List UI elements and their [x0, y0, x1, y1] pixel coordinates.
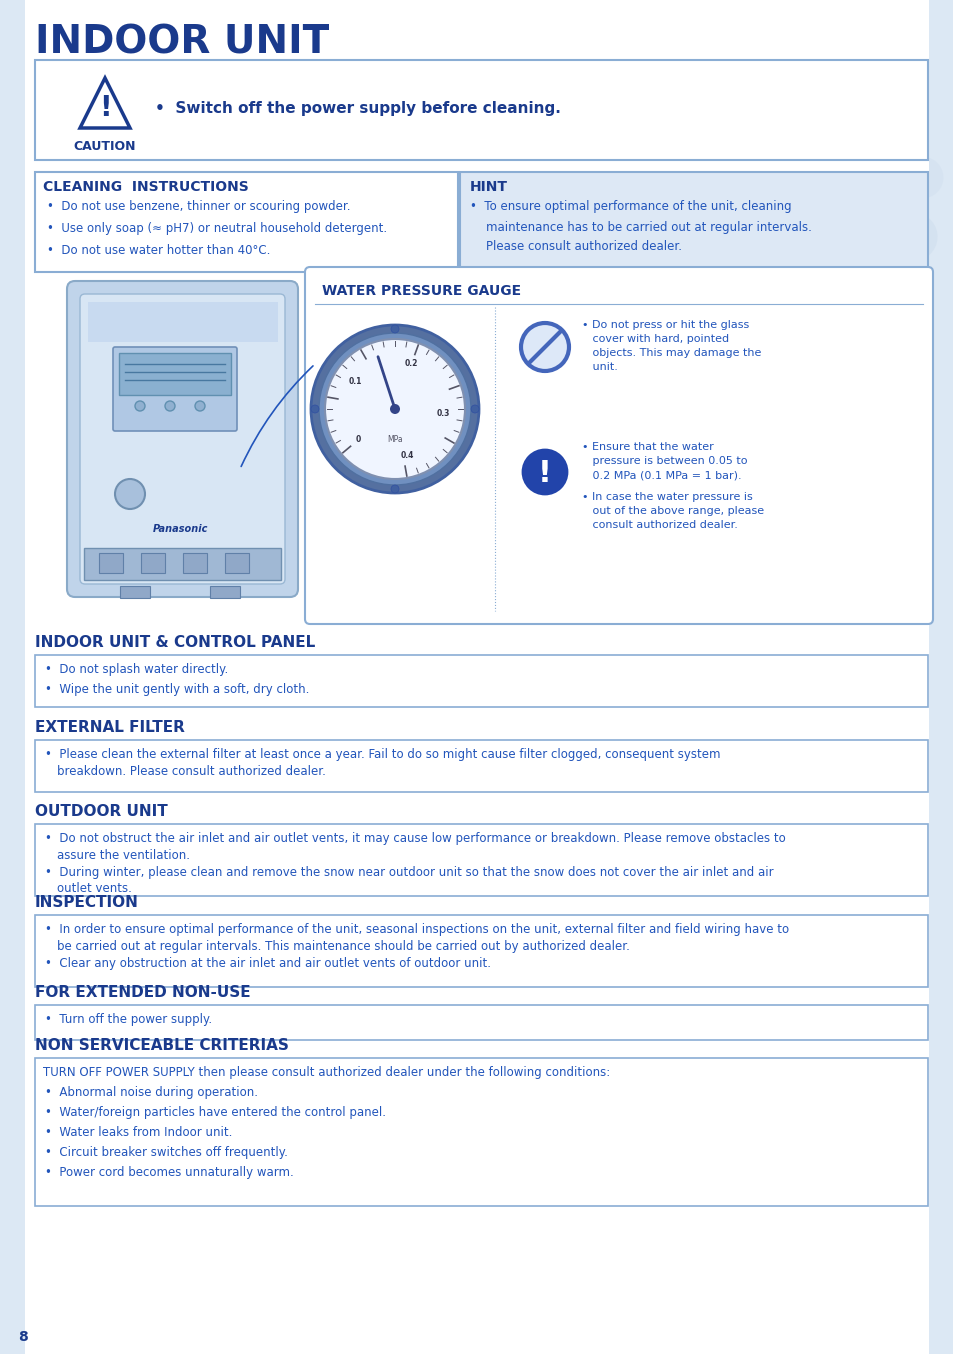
Text: •  Abnormal noise during operation.: • Abnormal noise during operation. — [45, 1086, 257, 1099]
Text: unit.: unit. — [581, 362, 618, 372]
Text: • Ensure that the water: • Ensure that the water — [581, 441, 713, 452]
Circle shape — [194, 401, 205, 412]
FancyBboxPatch shape — [67, 282, 297, 597]
Circle shape — [522, 450, 566, 494]
Text: •  In order to ensure optimal performance of the unit, seasonal inspections on t: • In order to ensure optimal performance… — [45, 923, 788, 936]
Text: •  During winter, please clean and remove the snow near outdoor unit so that the: • During winter, please clean and remove… — [45, 867, 773, 879]
Text: Please consult authorized dealer.: Please consult authorized dealer. — [485, 240, 681, 253]
Text: 0.2 MPa (0.1 MPa = 1 bar).: 0.2 MPa (0.1 MPa = 1 bar). — [581, 470, 740, 481]
Circle shape — [115, 479, 145, 509]
Text: WATER PRESSURE GAUGE: WATER PRESSURE GAUGE — [322, 284, 520, 298]
Text: •  Use only soap (≈ pH7) or neutral household detergent.: • Use only soap (≈ pH7) or neutral house… — [47, 222, 387, 236]
Text: NON SERVICEABLE CRITERIAS: NON SERVICEABLE CRITERIAS — [35, 1039, 289, 1053]
FancyBboxPatch shape — [141, 552, 165, 573]
Text: •  Water/foreign particles have entered the control panel.: • Water/foreign particles have entered t… — [45, 1106, 386, 1118]
Text: • In case the water pressure is: • In case the water pressure is — [581, 492, 752, 502]
Circle shape — [391, 325, 398, 333]
FancyBboxPatch shape — [88, 302, 277, 343]
Text: consult authorized dealer.: consult authorized dealer. — [581, 520, 737, 529]
FancyBboxPatch shape — [120, 586, 150, 598]
Text: •  Do not use water hotter than 40°C.: • Do not use water hotter than 40°C. — [47, 244, 270, 257]
Circle shape — [520, 324, 568, 371]
FancyBboxPatch shape — [35, 1057, 927, 1206]
Circle shape — [318, 333, 471, 485]
Text: !: ! — [537, 459, 552, 489]
Text: •  Wipe the unit gently with a soft, dry cloth.: • Wipe the unit gently with a soft, dry … — [45, 682, 309, 696]
Circle shape — [391, 485, 398, 493]
Text: breakdown. Please consult authorized dealer.: breakdown. Please consult authorized dea… — [57, 765, 326, 779]
Text: •  Do not splash water directly.: • Do not splash water directly. — [45, 663, 228, 676]
Text: CLEANING  INSTRUCTIONS: CLEANING INSTRUCTIONS — [43, 180, 249, 194]
Text: cover with hard, pointed: cover with hard, pointed — [581, 334, 728, 344]
FancyBboxPatch shape — [183, 552, 207, 573]
Text: CAUTION: CAUTION — [73, 139, 136, 153]
FancyBboxPatch shape — [35, 1005, 927, 1040]
Text: INDOOR UNIT: INDOOR UNIT — [35, 23, 329, 61]
FancyBboxPatch shape — [80, 294, 285, 584]
Circle shape — [165, 401, 174, 412]
Text: •  Clear any obstruction at the air inlet and air outlet vents of outdoor unit.: • Clear any obstruction at the air inlet… — [45, 957, 491, 969]
Text: •  Circuit breaker switches off frequently.: • Circuit breaker switches off frequentl… — [45, 1145, 288, 1159]
FancyBboxPatch shape — [210, 586, 240, 598]
Text: 0: 0 — [355, 436, 360, 444]
Text: OUTDOOR UNIT: OUTDOOR UNIT — [35, 804, 168, 819]
Circle shape — [325, 338, 464, 479]
FancyBboxPatch shape — [84, 548, 281, 580]
Text: Panasonic: Panasonic — [152, 524, 208, 533]
FancyBboxPatch shape — [225, 552, 249, 573]
FancyBboxPatch shape — [35, 825, 927, 896]
Circle shape — [311, 325, 478, 493]
Text: 0.4: 0.4 — [400, 451, 414, 460]
Text: •  Please clean the external filter at least once a year. Fail to do so might ca: • Please clean the external filter at le… — [45, 747, 720, 761]
Text: •  To ensure optimal performance of the unit, cleaning: • To ensure optimal performance of the u… — [470, 200, 791, 213]
Text: !: ! — [98, 93, 112, 122]
FancyBboxPatch shape — [112, 347, 236, 431]
Text: 8: 8 — [18, 1330, 28, 1345]
FancyBboxPatch shape — [305, 267, 932, 624]
FancyBboxPatch shape — [35, 60, 927, 160]
Text: HINT: HINT — [470, 180, 507, 194]
FancyBboxPatch shape — [25, 0, 928, 1354]
Text: TURN OFF POWER SUPPLY then please consult authorized dealer under the following : TURN OFF POWER SUPPLY then please consul… — [43, 1066, 610, 1079]
Text: objects. This may damage the: objects. This may damage the — [581, 348, 760, 357]
Text: out of the above range, please: out of the above range, please — [581, 506, 763, 516]
Text: •  Turn off the power supply.: • Turn off the power supply. — [45, 1013, 212, 1026]
Text: •  Power cord becomes unnaturally warm.: • Power cord becomes unnaturally warm. — [45, 1166, 294, 1179]
Polygon shape — [80, 79, 130, 129]
Text: • Do not press or hit the glass: • Do not press or hit the glass — [581, 320, 748, 330]
Text: •  Do not obstruct the air inlet and air outlet vents, it may cause low performa: • Do not obstruct the air inlet and air … — [45, 831, 785, 845]
Text: 0.1: 0.1 — [349, 376, 362, 386]
Text: 0.3: 0.3 — [436, 409, 449, 417]
Text: FOR EXTENDED NON-USE: FOR EXTENDED NON-USE — [35, 984, 251, 1001]
FancyBboxPatch shape — [35, 172, 457, 272]
Circle shape — [390, 403, 399, 414]
Text: outlet vents.: outlet vents. — [57, 881, 132, 895]
Circle shape — [135, 401, 145, 412]
FancyBboxPatch shape — [119, 353, 231, 395]
Circle shape — [471, 405, 478, 413]
Text: MPa: MPa — [387, 435, 402, 444]
FancyBboxPatch shape — [35, 655, 927, 707]
Text: 0.2: 0.2 — [404, 359, 417, 368]
Text: •  Water leaks from Indoor unit.: • Water leaks from Indoor unit. — [45, 1127, 233, 1139]
Text: INSPECTION: INSPECTION — [35, 895, 139, 910]
Text: •  Switch off the power supply before cleaning.: • Switch off the power supply before cle… — [154, 100, 560, 115]
Text: EXTERNAL FILTER: EXTERNAL FILTER — [35, 720, 185, 735]
FancyBboxPatch shape — [35, 915, 927, 987]
FancyBboxPatch shape — [99, 552, 123, 573]
Text: pressure is between 0.05 to: pressure is between 0.05 to — [581, 456, 747, 466]
Text: be carried out at regular intervals. This maintenance should be carried out by a: be carried out at regular intervals. Thi… — [57, 940, 629, 953]
Text: maintenance has to be carried out at regular intervals.: maintenance has to be carried out at reg… — [485, 221, 811, 234]
FancyBboxPatch shape — [459, 172, 927, 272]
Text: assure the ventilation.: assure the ventilation. — [57, 849, 190, 862]
Text: INDOOR UNIT & CONTROL PANEL: INDOOR UNIT & CONTROL PANEL — [35, 635, 314, 650]
Text: •  Do not use benzene, thinner or scouring powder.: • Do not use benzene, thinner or scourin… — [47, 200, 350, 213]
Circle shape — [311, 405, 318, 413]
FancyBboxPatch shape — [35, 741, 927, 792]
